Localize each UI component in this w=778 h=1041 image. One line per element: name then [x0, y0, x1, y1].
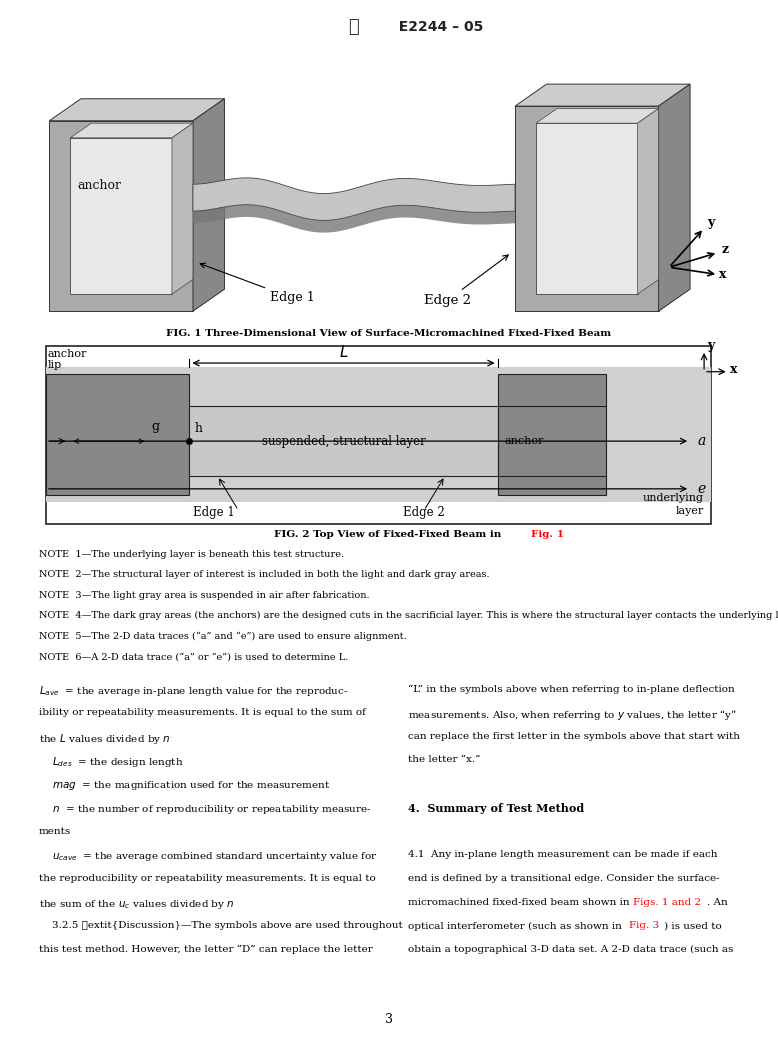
Polygon shape: [70, 123, 193, 137]
Text: Fig. 1: Fig. 1: [531, 530, 564, 538]
Text: NOTE  6—A 2-D data trace (“a” or “e”) is used to determine L.: NOTE 6—A 2-D data trace (“a” or “e”) is …: [39, 652, 349, 661]
Text: this test method. However, the letter “D” can replace the letter: this test method. However, the letter “D…: [39, 945, 373, 955]
Text: optical interferometer (such as shown in: optical interferometer (such as shown in: [408, 921, 625, 931]
Text: z: z: [722, 243, 728, 256]
Text: Fig. 3: Fig. 3: [629, 921, 660, 931]
Text: the sum of the $u_c$ values divided by $n$: the sum of the $u_c$ values divided by $…: [39, 897, 234, 911]
Text: ments: ments: [39, 827, 71, 836]
Text: NOTE  3—The light gray area is suspended in air after fabrication.: NOTE 3—The light gray area is suspended …: [39, 590, 370, 600]
Polygon shape: [515, 289, 690, 311]
Text: 4.  Summary of Test Method: 4. Summary of Test Method: [408, 803, 584, 814]
Text: y: y: [708, 215, 715, 229]
Text: micromachined fixed-fixed beam shown in: micromachined fixed-fixed beam shown in: [408, 897, 633, 907]
Polygon shape: [658, 84, 690, 311]
Text: Figs. 1 and 2: Figs. 1 and 2: [633, 897, 701, 907]
Text: “L” in the symbols above when referring to in-plane deflection: “L” in the symbols above when referring …: [408, 684, 734, 693]
Text: $n$  = the number of reproducibility or repeatability measure-: $n$ = the number of reproducibility or r…: [39, 803, 372, 816]
Text: Edge 2: Edge 2: [403, 506, 445, 519]
Polygon shape: [536, 108, 658, 123]
Bar: [46, 374, 190, 496]
Text: $mag$  = the magnification used for the measurement: $mag$ = the magnification used for the m…: [39, 779, 331, 792]
Polygon shape: [193, 99, 225, 311]
Text: Edge 2: Edge 2: [424, 255, 508, 307]
Polygon shape: [50, 289, 225, 311]
Text: underlying: underlying: [643, 492, 704, 503]
Text: ) is used to: ) is used to: [664, 921, 721, 931]
Polygon shape: [536, 123, 638, 295]
Polygon shape: [515, 84, 690, 106]
Text: . An: . An: [707, 897, 728, 907]
Text: NOTE  5—The 2-D data traces (“a” and “e”) are used to ensure alignment.: NOTE 5—The 2-D data traces (“a” and “e”)…: [39, 632, 407, 641]
Text: e: e: [697, 482, 706, 496]
Text: layer: layer: [676, 506, 704, 515]
Text: x: x: [720, 268, 727, 281]
Text: NOTE  4—The dark gray areas (the anchors) are the designed cuts in the sacrifici: NOTE 4—The dark gray areas (the anchors)…: [39, 611, 778, 620]
Text: $L$: $L$: [338, 344, 349, 359]
Text: x: x: [730, 363, 738, 376]
Text: anchor: anchor: [505, 436, 544, 447]
Text: Edge 1: Edge 1: [193, 506, 235, 519]
Text: the reproducibility or repeatability measurements. It is equal to: the reproducibility or repeatability mea…: [39, 874, 376, 883]
Text: anchor: anchor: [78, 179, 121, 193]
Text: Edge 1: Edge 1: [200, 263, 315, 304]
Bar: [498, 374, 606, 496]
Text: anchor: anchor: [47, 349, 86, 359]
Text: h: h: [195, 422, 203, 434]
Text: 3: 3: [385, 1013, 393, 1026]
Text: end is defined by a transitional edge. Consider the surface-: end is defined by a transitional edge. C…: [408, 874, 719, 883]
Text: the letter “x.”: the letter “x.”: [408, 756, 480, 764]
Text: FIG. 1 Three-Dimensional View of Surface-Micromachined Fixed-Fixed Beam: FIG. 1 Three-Dimensional View of Surface…: [166, 329, 612, 337]
Text: can replace the first letter in the symbols above that start with: can replace the first letter in the symb…: [408, 732, 740, 741]
Polygon shape: [70, 137, 172, 295]
Text: obtain a topographical 3-D data set. A 2-D data trace (such as: obtain a topographical 3-D data set. A 2…: [408, 945, 733, 955]
Text: lip: lip: [47, 360, 61, 370]
Polygon shape: [172, 123, 193, 295]
Polygon shape: [193, 178, 515, 221]
Text: $L_{ave}$  = the average in-plane length value for the reproduc-: $L_{ave}$ = the average in-plane length …: [39, 684, 349, 699]
Text: g: g: [152, 421, 159, 433]
Text: E2244 – 05: E2244 – 05: [389, 21, 483, 34]
Polygon shape: [193, 205, 515, 232]
Polygon shape: [515, 106, 658, 311]
Polygon shape: [50, 121, 193, 311]
Text: measurements. Also, when referring to $y$ values, the letter “y”: measurements. Also, when referring to $y…: [408, 708, 737, 722]
Polygon shape: [50, 99, 225, 121]
Text: FIG. 2 Top View of Fixed-Fixed Beam in: FIG. 2 Top View of Fixed-Fixed Beam in: [274, 530, 504, 538]
Text: 3.2.5 	extit{Discussion}—The symbols above are used throughout: 3.2.5 extit{Discussion}—The symbols abov…: [39, 921, 403, 931]
Text: $L_{des}$  = the design length: $L_{des}$ = the design length: [39, 756, 184, 769]
Text: the $L$ values divided by $n$: the $L$ values divided by $n$: [39, 732, 170, 745]
Text: Ⓐ: Ⓐ: [349, 19, 359, 36]
Text: 4.1  Any in-plane length measurement can be made if each: 4.1 Any in-plane length measurement can …: [408, 850, 717, 859]
Text: NOTE  1—The underlying layer is beneath this test structure.: NOTE 1—The underlying layer is beneath t…: [39, 550, 344, 559]
Text: suspended, structural layer: suspended, structural layer: [261, 435, 426, 448]
Text: $u_{cave}$  = the average combined standard uncertainty value for: $u_{cave}$ = the average combined standa…: [39, 850, 377, 863]
Bar: [190, 406, 498, 476]
Text: ibility or repeatability measurements. It is equal to the sum of: ibility or repeatability measurements. I…: [39, 708, 366, 717]
Bar: [46, 367, 711, 502]
Text: a: a: [697, 434, 706, 448]
Text: y: y: [708, 338, 715, 352]
Polygon shape: [638, 108, 658, 295]
Text: NOTE  2—The structural layer of interest is included in both the light and dark : NOTE 2—The structural layer of interest …: [39, 570, 489, 579]
